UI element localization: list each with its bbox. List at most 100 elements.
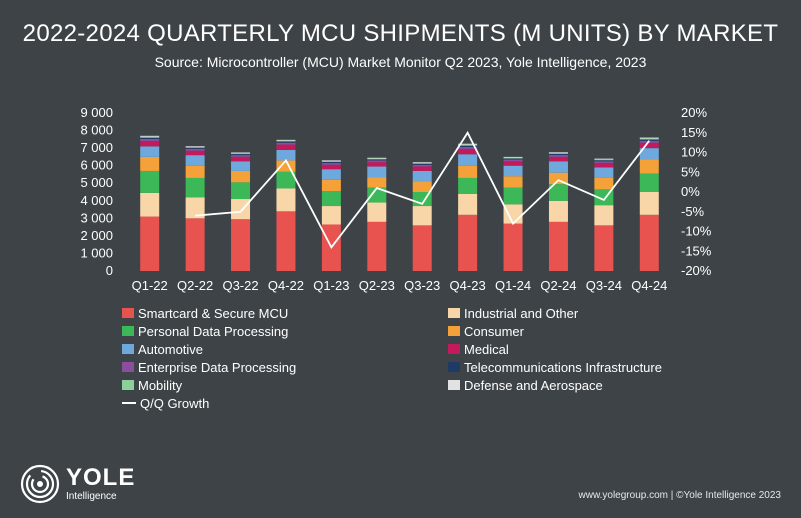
bar-segment <box>367 158 387 160</box>
y-tick-label: 2 000 <box>80 228 113 243</box>
yole-swirl-icon <box>20 464 60 504</box>
bar-segment <box>594 177 614 190</box>
x-tick-label: Q4-23 <box>450 278 486 293</box>
bar-segment <box>185 147 205 149</box>
legend-label: Q/Q Growth <box>140 395 210 411</box>
bar-segment <box>412 166 432 171</box>
bar-segment <box>458 146 478 149</box>
bar-segment <box>639 138 659 140</box>
y-tick-label: 7 000 <box>80 140 113 155</box>
y-tick-label: 0 <box>106 263 113 278</box>
legend-swatch <box>122 380 134 390</box>
bar-segment <box>503 223 523 271</box>
logo-brand: YOLE <box>66 464 136 491</box>
bar-segment <box>548 153 568 155</box>
bar-segment <box>639 173 659 192</box>
bar-segment <box>639 139 659 141</box>
bar-segment <box>140 137 160 139</box>
bar-segment <box>548 184 568 201</box>
bar-segment <box>140 216 160 271</box>
bar-segment <box>276 139 296 141</box>
bar-segment <box>548 221 568 271</box>
x-tick-label: Q1-23 <box>313 278 349 293</box>
legend-item: Consumer <box>448 322 698 340</box>
bar-segment <box>140 138 160 142</box>
bar-segment <box>412 206 432 226</box>
bar-segment <box>458 154 478 166</box>
bar-segment <box>458 165 478 178</box>
y-tick-label: 6 000 <box>80 158 113 173</box>
bar-segment <box>503 157 523 159</box>
y2-tick-label: 0% <box>681 184 700 199</box>
bar-segment <box>321 161 341 162</box>
bar-segment <box>412 170 432 182</box>
bar-segment <box>548 172 568 185</box>
bar-segment <box>639 214 659 271</box>
bar-segment <box>639 159 659 174</box>
bar-segment <box>231 219 251 271</box>
bar-segment <box>231 155 251 157</box>
bar-segment <box>458 214 478 271</box>
bar-segment <box>503 165 523 177</box>
bar-segment <box>458 144 478 146</box>
bar-segment <box>231 152 251 154</box>
bar-segment <box>458 148 478 155</box>
bar-segment <box>458 177 478 194</box>
bar-segment <box>548 156 568 162</box>
y2-tick-label: -10% <box>681 224 712 239</box>
bar-segment <box>321 179 341 192</box>
bar-segment <box>548 161 568 173</box>
legend-label: Industrial and Other <box>464 305 579 321</box>
bar-segment <box>185 146 205 148</box>
bar-segment <box>140 170 160 193</box>
bar-segment <box>185 146 205 147</box>
bar-segment <box>503 176 523 188</box>
bar-segment <box>594 159 614 161</box>
x-tick-label: Q4-22 <box>268 278 304 293</box>
growth-line <box>195 130 651 249</box>
legend-label: Medical <box>464 341 509 357</box>
legend-label: Consumer <box>464 323 524 339</box>
bar-segment <box>140 136 160 138</box>
bar-segment <box>503 204 523 224</box>
bar-segment <box>503 161 523 166</box>
chart-canvas: 0 1 000 2 000 3 000 4 000 5 000 6 000 7 000 8 00… <box>80 105 712 293</box>
bar-segment <box>594 167 614 178</box>
bar-segment <box>231 161 251 171</box>
bar-segment <box>458 143 478 145</box>
x-tick-label: Q1-24 <box>495 278 531 293</box>
legend-swatch <box>448 362 460 372</box>
bar-segment <box>548 152 568 154</box>
logo-subtitle: Intelligence <box>66 491 117 502</box>
bar-segment <box>231 156 251 162</box>
x-tick-label: Q2-22 <box>177 278 213 293</box>
bar-segment <box>458 145 478 147</box>
bar-segment <box>412 181 432 192</box>
bar-segment <box>503 156 523 158</box>
y2-tick-label: -5% <box>681 204 705 219</box>
footer-credit: www.yolegroup.com | ©Yole Intelligence 2… <box>578 490 782 501</box>
legend-item: Automotive <box>122 340 448 358</box>
legend-item: Enterprise Data Processing <box>122 358 448 376</box>
legend-swatch <box>122 362 134 372</box>
bar-segment <box>276 140 296 142</box>
x-tick-label: Q2-23 <box>359 278 395 293</box>
x-tick-label: Q3-24 <box>586 278 622 293</box>
bar-segment <box>412 163 432 165</box>
bar-segment <box>140 156 160 171</box>
bar-segment <box>412 225 432 271</box>
bar-segment <box>185 218 205 271</box>
bar-segment <box>548 200 568 222</box>
bar-segment <box>594 225 614 271</box>
legend-item: Q/Q Growth <box>122 394 448 412</box>
bar-segment <box>503 187 523 205</box>
bar-segment <box>231 154 251 156</box>
bar-segment <box>594 158 614 160</box>
bar-segment <box>639 148 659 160</box>
bar-segment <box>185 155 205 166</box>
bar-segment <box>276 142 296 145</box>
legend-swatch <box>448 344 460 354</box>
bar-segment <box>140 141 160 147</box>
bar-segment <box>367 162 387 167</box>
y-tick-label: 8 000 <box>80 123 113 138</box>
